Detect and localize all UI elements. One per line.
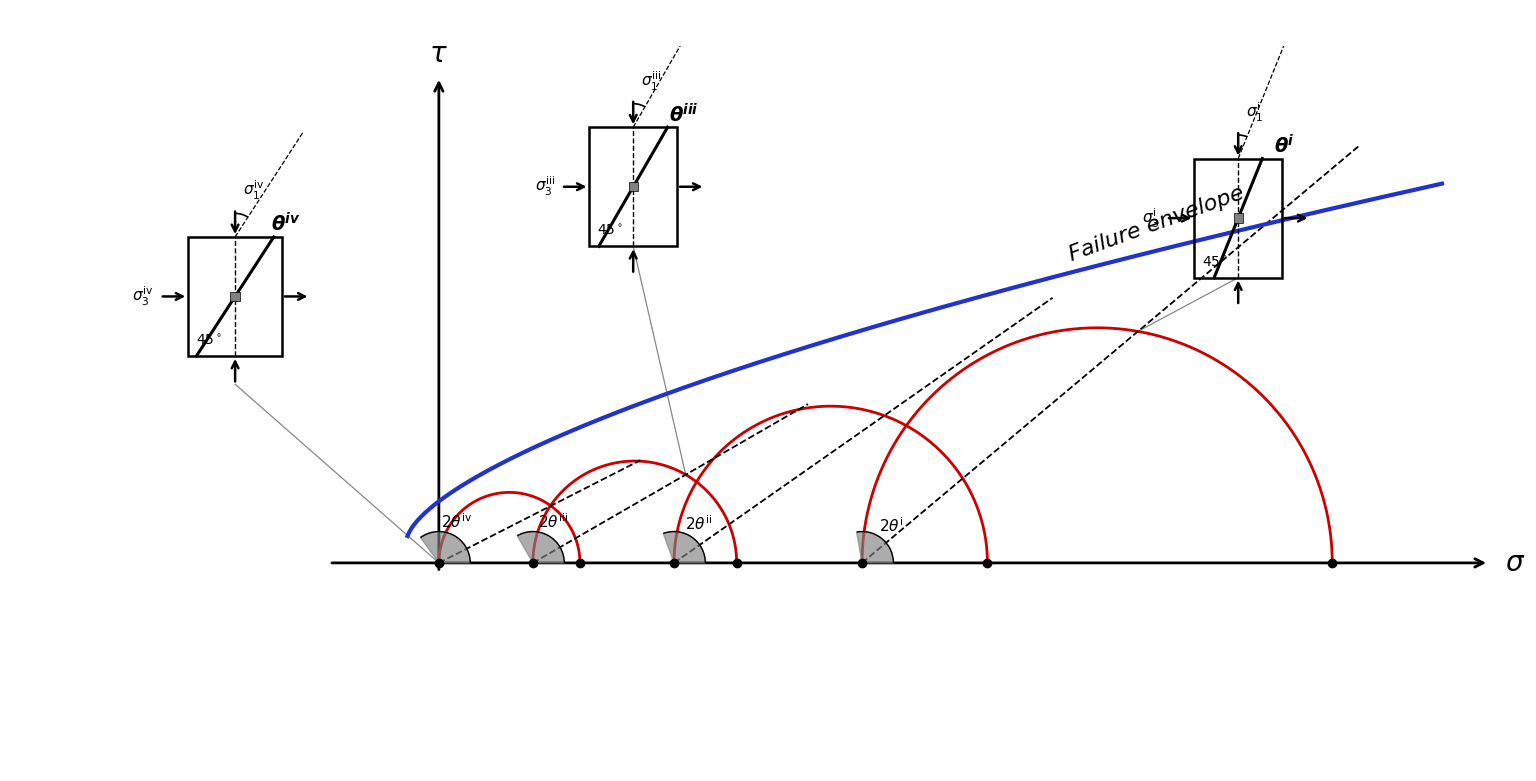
Text: $\sigma_1^{\mathregular{iv}}$: $\sigma_1^{\mathregular{iv}}$ xyxy=(243,179,264,202)
Text: $\sigma_3^{\mathregular{i}}$: $\sigma_3^{\mathregular{i}}$ xyxy=(1143,206,1160,230)
Text: $\sigma_3^{\mathregular{iii}}$: $\sigma_3^{\mathregular{iii}}$ xyxy=(535,175,554,198)
Text: $2\theta^{\mathregular{iv}}$: $2\theta^{\mathregular{iv}}$ xyxy=(441,512,472,530)
Text: $\sigma_3^{\mathregular{iv}}$: $\sigma_3^{\mathregular{iv}}$ xyxy=(132,285,154,308)
Bar xyxy=(230,292,240,301)
Text: $\tau$: $\tau$ xyxy=(430,40,449,68)
Text: $45^\circ$: $45^\circ$ xyxy=(197,333,223,348)
Text: Failure envelope: Failure envelope xyxy=(1066,183,1247,265)
Text: $\sigma$: $\sigma$ xyxy=(1505,549,1525,577)
Text: $\boldsymbol{\theta}^{\mathregular{iii}}$: $\boldsymbol{\theta}^{\mathregular{iii}}… xyxy=(670,103,699,127)
Polygon shape xyxy=(857,532,894,563)
Bar xyxy=(187,237,283,356)
Text: $45^\circ$: $45^\circ$ xyxy=(1203,255,1229,269)
Bar xyxy=(1195,159,1283,278)
Text: $\sigma_1^{\mathregular{iii}}$: $\sigma_1^{\mathregular{iii}}$ xyxy=(641,70,662,93)
Polygon shape xyxy=(664,532,705,563)
Polygon shape xyxy=(421,532,470,563)
Text: $\boldsymbol{\theta}^{\mathregular{iv}}$: $\boldsymbol{\theta}^{\mathregular{iv}}$ xyxy=(272,212,301,236)
Polygon shape xyxy=(518,532,564,563)
Text: $45^\circ$: $45^\circ$ xyxy=(598,224,624,238)
Text: $2\theta^{\mathregular{i}}$: $2\theta^{\mathregular{i}}$ xyxy=(879,516,903,535)
Text: $\boldsymbol{\theta}^{\mathregular{i}}$: $\boldsymbol{\theta}^{\mathregular{i}}$ xyxy=(1275,134,1295,158)
Text: $2\theta^{\mathregular{ii}}$: $2\theta^{\mathregular{ii}}$ xyxy=(685,514,713,533)
Bar xyxy=(1233,213,1243,223)
Bar xyxy=(590,127,677,246)
Text: $2\theta^{\mathregular{iii}}$: $2\theta^{\mathregular{iii}}$ xyxy=(538,512,568,531)
Bar xyxy=(628,182,637,191)
Text: $\sigma_1^{\mathregular{i}}$: $\sigma_1^{\mathregular{i}}$ xyxy=(1246,101,1264,124)
